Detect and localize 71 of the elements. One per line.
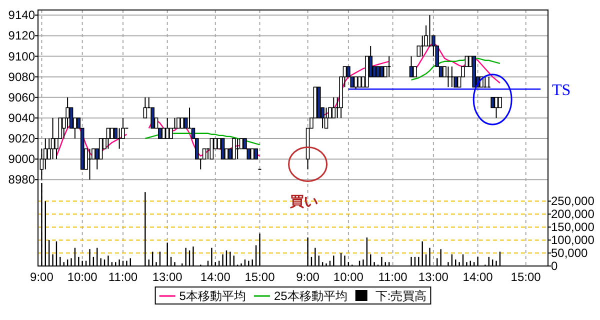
- candlestick: [450, 66, 454, 88]
- x-tick-label: 9:00: [30, 270, 54, 284]
- x-tick-label: 13:00: [418, 270, 449, 284]
- y-tick-label: 8980: [8, 172, 36, 187]
- candlestick: [162, 128, 166, 139]
- candlestick: [498, 96, 502, 108]
- candlestick: [380, 66, 384, 78]
- candlestick: [254, 148, 258, 160]
- candlestick: [150, 107, 154, 129]
- x-tick-label: 9:00: [296, 270, 320, 284]
- candlestick: [250, 148, 254, 160]
- candlestick: [490, 96, 494, 108]
- y-tick-label: 9100: [8, 49, 36, 64]
- candlestick: [210, 138, 214, 160]
- x-tick-label: 15:00: [244, 270, 276, 284]
- candlestick: [165, 117, 170, 140]
- y-tick-label: 9040: [8, 110, 36, 125]
- candlestick: [66, 96, 70, 129]
- candlestick: [494, 96, 498, 118]
- candlestick: [232, 138, 236, 160]
- candlestick: [387, 56, 392, 78]
- y-tick-label: 9000: [8, 152, 36, 166]
- x-tick-label: 11:00: [108, 270, 138, 284]
- y2-tick-label: 0: [551, 259, 558, 273]
- candlestick: [98, 138, 103, 160]
- candlestick: [143, 96, 148, 118]
- candlestick: [413, 66, 417, 78]
- y2-tick-label: 200,000: [551, 207, 595, 222]
- candlestick: [428, 14, 432, 46]
- x-tick-label: 10:00: [67, 270, 98, 284]
- candlestick: [376, 66, 380, 78]
- y2-tick-label: 100,000: [551, 233, 595, 248]
- candlestick: [358, 76, 362, 88]
- candlestick: [220, 138, 225, 160]
- candlestick: [332, 96, 336, 118]
- candlestick: [180, 118, 184, 129]
- candlestick: [236, 138, 240, 160]
- candlestick: [106, 128, 110, 150]
- candlestick: [110, 128, 114, 139]
- candlestick: [486, 76, 491, 88]
- x-tick-label: 11:00: [378, 270, 408, 284]
- y-tick-label: 9120: [8, 28, 36, 43]
- x-tick-label: 14:00: [462, 270, 494, 284]
- candlestick: [483, 76, 488, 88]
- y-tick-label: 9080: [8, 70, 36, 84]
- candlestick: [354, 76, 358, 90]
- y-tick-label: 9060: [8, 90, 36, 104]
- y2-tick-label: 50,000: [551, 246, 588, 260]
- candlestick: [169, 128, 173, 139]
- y-tick-label: 9140: [8, 8, 36, 22]
- text: TS: [552, 82, 571, 100]
- y2-tick-label: 150,000: [551, 220, 595, 234]
- candlestick: [88, 148, 92, 180]
- legend-label: 下:売買高: [375, 289, 427, 303]
- candlestick: [446, 66, 450, 88]
- y-tick-label: 9020: [8, 132, 36, 146]
- y2-tick-label: 250,000: [551, 194, 595, 208]
- candlestick: [176, 118, 180, 129]
- legend-label: 5本移動平均: [179, 289, 246, 303]
- candlestick: [420, 35, 424, 57]
- x-tick-label: 13:00: [152, 270, 183, 284]
- candlestick: [202, 148, 206, 160]
- candlestick: [117, 128, 122, 150]
- candlestick: [409, 56, 414, 78]
- x-tick-label: 14:00: [200, 270, 231, 284]
- x-tick-label: 10:00: [333, 270, 364, 284]
- candlestick: [50, 117, 55, 160]
- x-tick-label: 15:00: [510, 270, 542, 284]
- annotation: 買い: [288, 193, 318, 210]
- legend-label: 25本移動平均: [274, 289, 348, 303]
- candlestick: [324, 107, 328, 129]
